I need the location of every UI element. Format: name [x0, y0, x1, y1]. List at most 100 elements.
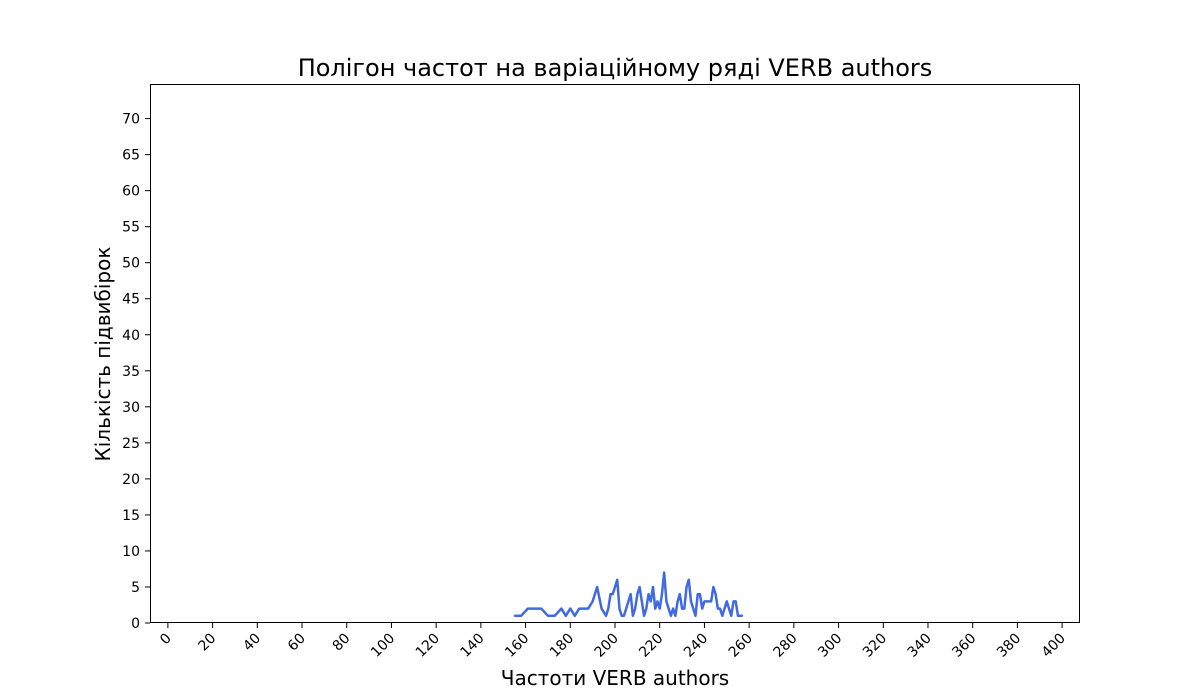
data-point: [527, 607, 529, 610]
data-point: [634, 607, 636, 610]
data-point: [611, 593, 614, 595]
data-point: [667, 607, 670, 610]
data-point: [600, 607, 603, 610]
data-point: [741, 614, 744, 617]
data-point: [547, 614, 549, 617]
data-point: [737, 614, 739, 617]
data-point: [699, 593, 701, 595]
data-point: [569, 607, 572, 610]
data-point: [625, 607, 627, 610]
data-point: [533, 607, 536, 610]
data-point: [730, 614, 733, 617]
data-point: [681, 607, 683, 610]
x-tick-label: 340: [905, 631, 935, 661]
x-tick-label: 320: [860, 631, 890, 661]
data-point: [687, 578, 690, 581]
x-tick-label: 120: [413, 631, 443, 661]
data-point: [690, 600, 692, 603]
x-tick-label: 180: [547, 631, 577, 661]
data-point: [591, 600, 594, 603]
data-point: [587, 607, 589, 610]
data-point: [573, 614, 576, 617]
data-point: [643, 614, 645, 617]
data-point: [540, 607, 543, 610]
data-point: [641, 600, 643, 603]
y-tick-label: 25: [122, 436, 140, 452]
data-point: [717, 607, 719, 610]
data-point: [723, 607, 726, 610]
data-point: [627, 600, 630, 603]
x-tick-label: 0: [157, 631, 175, 649]
data-point: [638, 586, 641, 588]
data-point: [607, 607, 610, 610]
data-point: [701, 607, 703, 610]
data-point: [616, 578, 619, 581]
x-tick-label: 260: [726, 631, 756, 661]
y-tick-label: 0: [131, 616, 140, 632]
y-tick-label: 50: [122, 256, 140, 272]
series-layer: [513, 571, 744, 618]
data-point: [614, 586, 616, 588]
data-point: [672, 607, 674, 610]
x-tick-label: 300: [815, 631, 845, 661]
x-tick-label: 240: [681, 631, 711, 661]
data-point: [670, 614, 672, 617]
data-point: [685, 586, 688, 588]
data-point: [578, 607, 581, 610]
y-tick-label: 5: [131, 580, 140, 596]
y-tick-label: 35: [122, 364, 140, 380]
data-point: [582, 607, 585, 610]
x-tick-label: 400: [1039, 631, 1069, 661]
y-tick-label: 65: [122, 148, 140, 164]
data-point: [692, 607, 695, 610]
data-point: [734, 600, 737, 603]
data-point: [661, 593, 663, 595]
data-point: [645, 607, 648, 610]
x-tick-label: 20: [196, 631, 220, 655]
data-point: [703, 600, 706, 603]
data-point: [654, 607, 657, 610]
data-point: [719, 607, 721, 610]
data-point: [649, 600, 652, 603]
data-point: [609, 593, 612, 595]
x-axis-label: Частоти VERB authors: [501, 666, 729, 690]
data-point: [605, 614, 607, 617]
data-point: [694, 614, 697, 617]
y-axis: 0 5 10 15 20 25 30 35 40 45 50 55 60 65 70: [122, 112, 150, 632]
y-tick-label: 45: [122, 292, 140, 308]
data-point: [658, 607, 661, 610]
data-point: [636, 593, 639, 595]
series-line: [514, 571, 743, 618]
data-point: [721, 614, 724, 617]
y-tick-label: 15: [122, 508, 140, 524]
x-tick-label: 280: [770, 631, 800, 661]
y-tick-label: 20: [122, 472, 140, 488]
x-tick-label: 60: [285, 631, 309, 655]
data-point: [560, 607, 563, 610]
data-point: [705, 600, 708, 603]
x-tick-label: 140: [457, 631, 487, 661]
y-tick-label: 10: [122, 544, 140, 560]
data-point: [629, 593, 632, 595]
data-point: [732, 600, 735, 603]
data-point: [663, 571, 665, 574]
x-tick-label: 360: [949, 631, 979, 661]
x-tick-label: 100: [368, 631, 398, 661]
data-point: [623, 614, 625, 617]
data-point: [725, 600, 728, 603]
data-point: [683, 607, 686, 610]
data-point: [712, 586, 715, 588]
data-point: [710, 600, 712, 603]
data-point: [696, 593, 699, 595]
data-point: [553, 614, 556, 617]
data-point: [656, 600, 659, 603]
x-tick-label: 380: [994, 631, 1024, 661]
data-point: [652, 586, 654, 588]
data-point: [632, 614, 634, 617]
y-axis-label: Кількість підвибірок: [91, 247, 115, 462]
data-point: [520, 614, 522, 617]
x-tick-label: 200: [592, 631, 622, 661]
data-point: [739, 614, 741, 617]
data-point: [665, 600, 668, 603]
